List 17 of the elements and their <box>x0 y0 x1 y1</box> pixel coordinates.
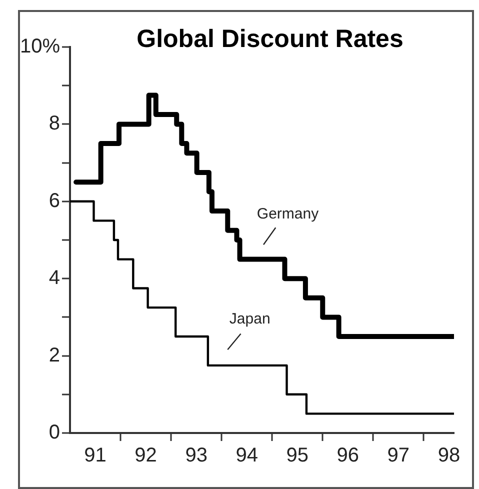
x-tick-label: 96 <box>336 444 360 467</box>
series-label: Germany <box>256 206 320 223</box>
chart-title: Global Discount Rates <box>136 24 404 53</box>
y-tick-label: 4 <box>48 267 60 290</box>
x-tick-label: 92 <box>134 444 157 467</box>
x-tick-label: 95 <box>286 444 308 467</box>
x-tick-label: 93 <box>185 444 208 467</box>
x-tick-label: 98 <box>438 444 460 467</box>
x-tick-label: 91 <box>84 444 106 467</box>
series-label: Japan <box>229 310 270 328</box>
x-tick-label: 97 <box>387 444 410 467</box>
y-tick-label: 8 <box>48 112 60 135</box>
y-tick-label: 10% <box>20 36 60 58</box>
x-tick-label: 94 <box>236 444 258 467</box>
y-tick-label: 2 <box>48 344 60 366</box>
y-tick-label: 0 <box>48 422 60 444</box>
y-tick-label: 6 <box>48 190 60 212</box>
